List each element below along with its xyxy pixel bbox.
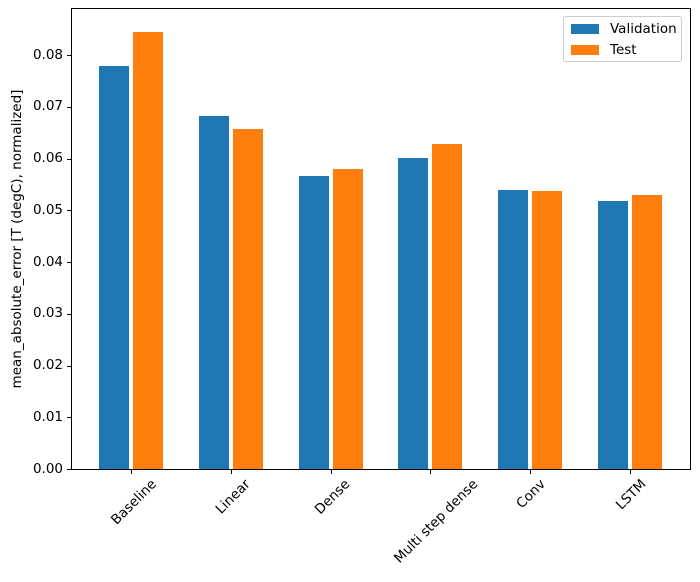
x-tick-label-dense: Dense bbox=[311, 476, 353, 518]
validation-color-swatch bbox=[571, 23, 599, 34]
x-tick-mark-multi-step-dense bbox=[430, 470, 432, 474]
y-tick-label-0.06: 0.06 bbox=[32, 150, 63, 167]
y-tick-mark-0.05 bbox=[67, 210, 71, 212]
y-tick-mark-0.01 bbox=[67, 417, 71, 419]
y-tick-label-0.05: 0.05 bbox=[32, 201, 63, 218]
x-tick-label-conv: Conv bbox=[513, 476, 550, 512]
legend-item-validation: Validation bbox=[571, 20, 677, 37]
y-tick-label-0.07: 0.07 bbox=[32, 98, 63, 115]
x-tick-mark-dense bbox=[330, 470, 332, 474]
bar-validation-lstm bbox=[598, 200, 628, 469]
y-tick-label-0.03: 0.03 bbox=[32, 305, 63, 322]
legend-label-test: Test bbox=[610, 41, 637, 58]
x-tick-label-multi-step-dense: Multi step dense bbox=[391, 476, 482, 567]
test-color-swatch bbox=[571, 44, 599, 55]
legend-label-validation: Validation bbox=[610, 20, 677, 37]
y-tick-label-0.08: 0.08 bbox=[32, 46, 63, 63]
y-axis-label: mean_absolute_error [T (degC), normalize… bbox=[9, 89, 25, 389]
y-tick-mark-0.04 bbox=[67, 262, 71, 264]
x-tick-label-linear: Linear bbox=[212, 476, 254, 518]
x-tick-label-baseline: Baseline bbox=[108, 476, 160, 529]
bar-test-linear bbox=[232, 128, 263, 469]
bar-validation-dense bbox=[298, 175, 329, 469]
x-tick-mark-baseline bbox=[131, 470, 133, 474]
bar-validation-baseline bbox=[99, 66, 130, 469]
bar-test-dense bbox=[332, 169, 363, 469]
bar-test-lstm bbox=[631, 194, 662, 469]
bar-validation-multi-step-dense bbox=[398, 158, 429, 469]
legend-item-test: Test bbox=[571, 42, 674, 58]
y-tick-mark-0.00 bbox=[67, 469, 71, 470]
y-tick-mark-0.07 bbox=[67, 106, 71, 108]
x-tick-label-lstm: LSTM bbox=[612, 476, 650, 514]
bar-validation-conv bbox=[498, 189, 529, 469]
y-tick-mark-0.03 bbox=[67, 313, 71, 315]
x-tick-mark-lstm bbox=[629, 470, 631, 474]
y-tick-label-0.00: 0.00 bbox=[32, 460, 63, 477]
bar-test-conv bbox=[532, 190, 563, 469]
x-tick-mark-linear bbox=[230, 470, 232, 474]
x-tick-mark-conv bbox=[530, 470, 532, 474]
y-tick-mark-0.06 bbox=[67, 158, 71, 160]
y-tick-label-0.01: 0.01 bbox=[32, 408, 63, 425]
bar-test-multi-step-dense bbox=[432, 143, 463, 469]
y-tick-mark-0.08 bbox=[67, 55, 71, 57]
bar-validation-linear bbox=[198, 115, 229, 469]
legend: Validation Test bbox=[563, 16, 682, 62]
y-tick-mark-0.02 bbox=[67, 365, 71, 367]
bar-test-baseline bbox=[133, 32, 163, 469]
y-tick-label-0.02: 0.02 bbox=[32, 357, 63, 374]
y-tick-label-0.04: 0.04 bbox=[32, 253, 63, 270]
